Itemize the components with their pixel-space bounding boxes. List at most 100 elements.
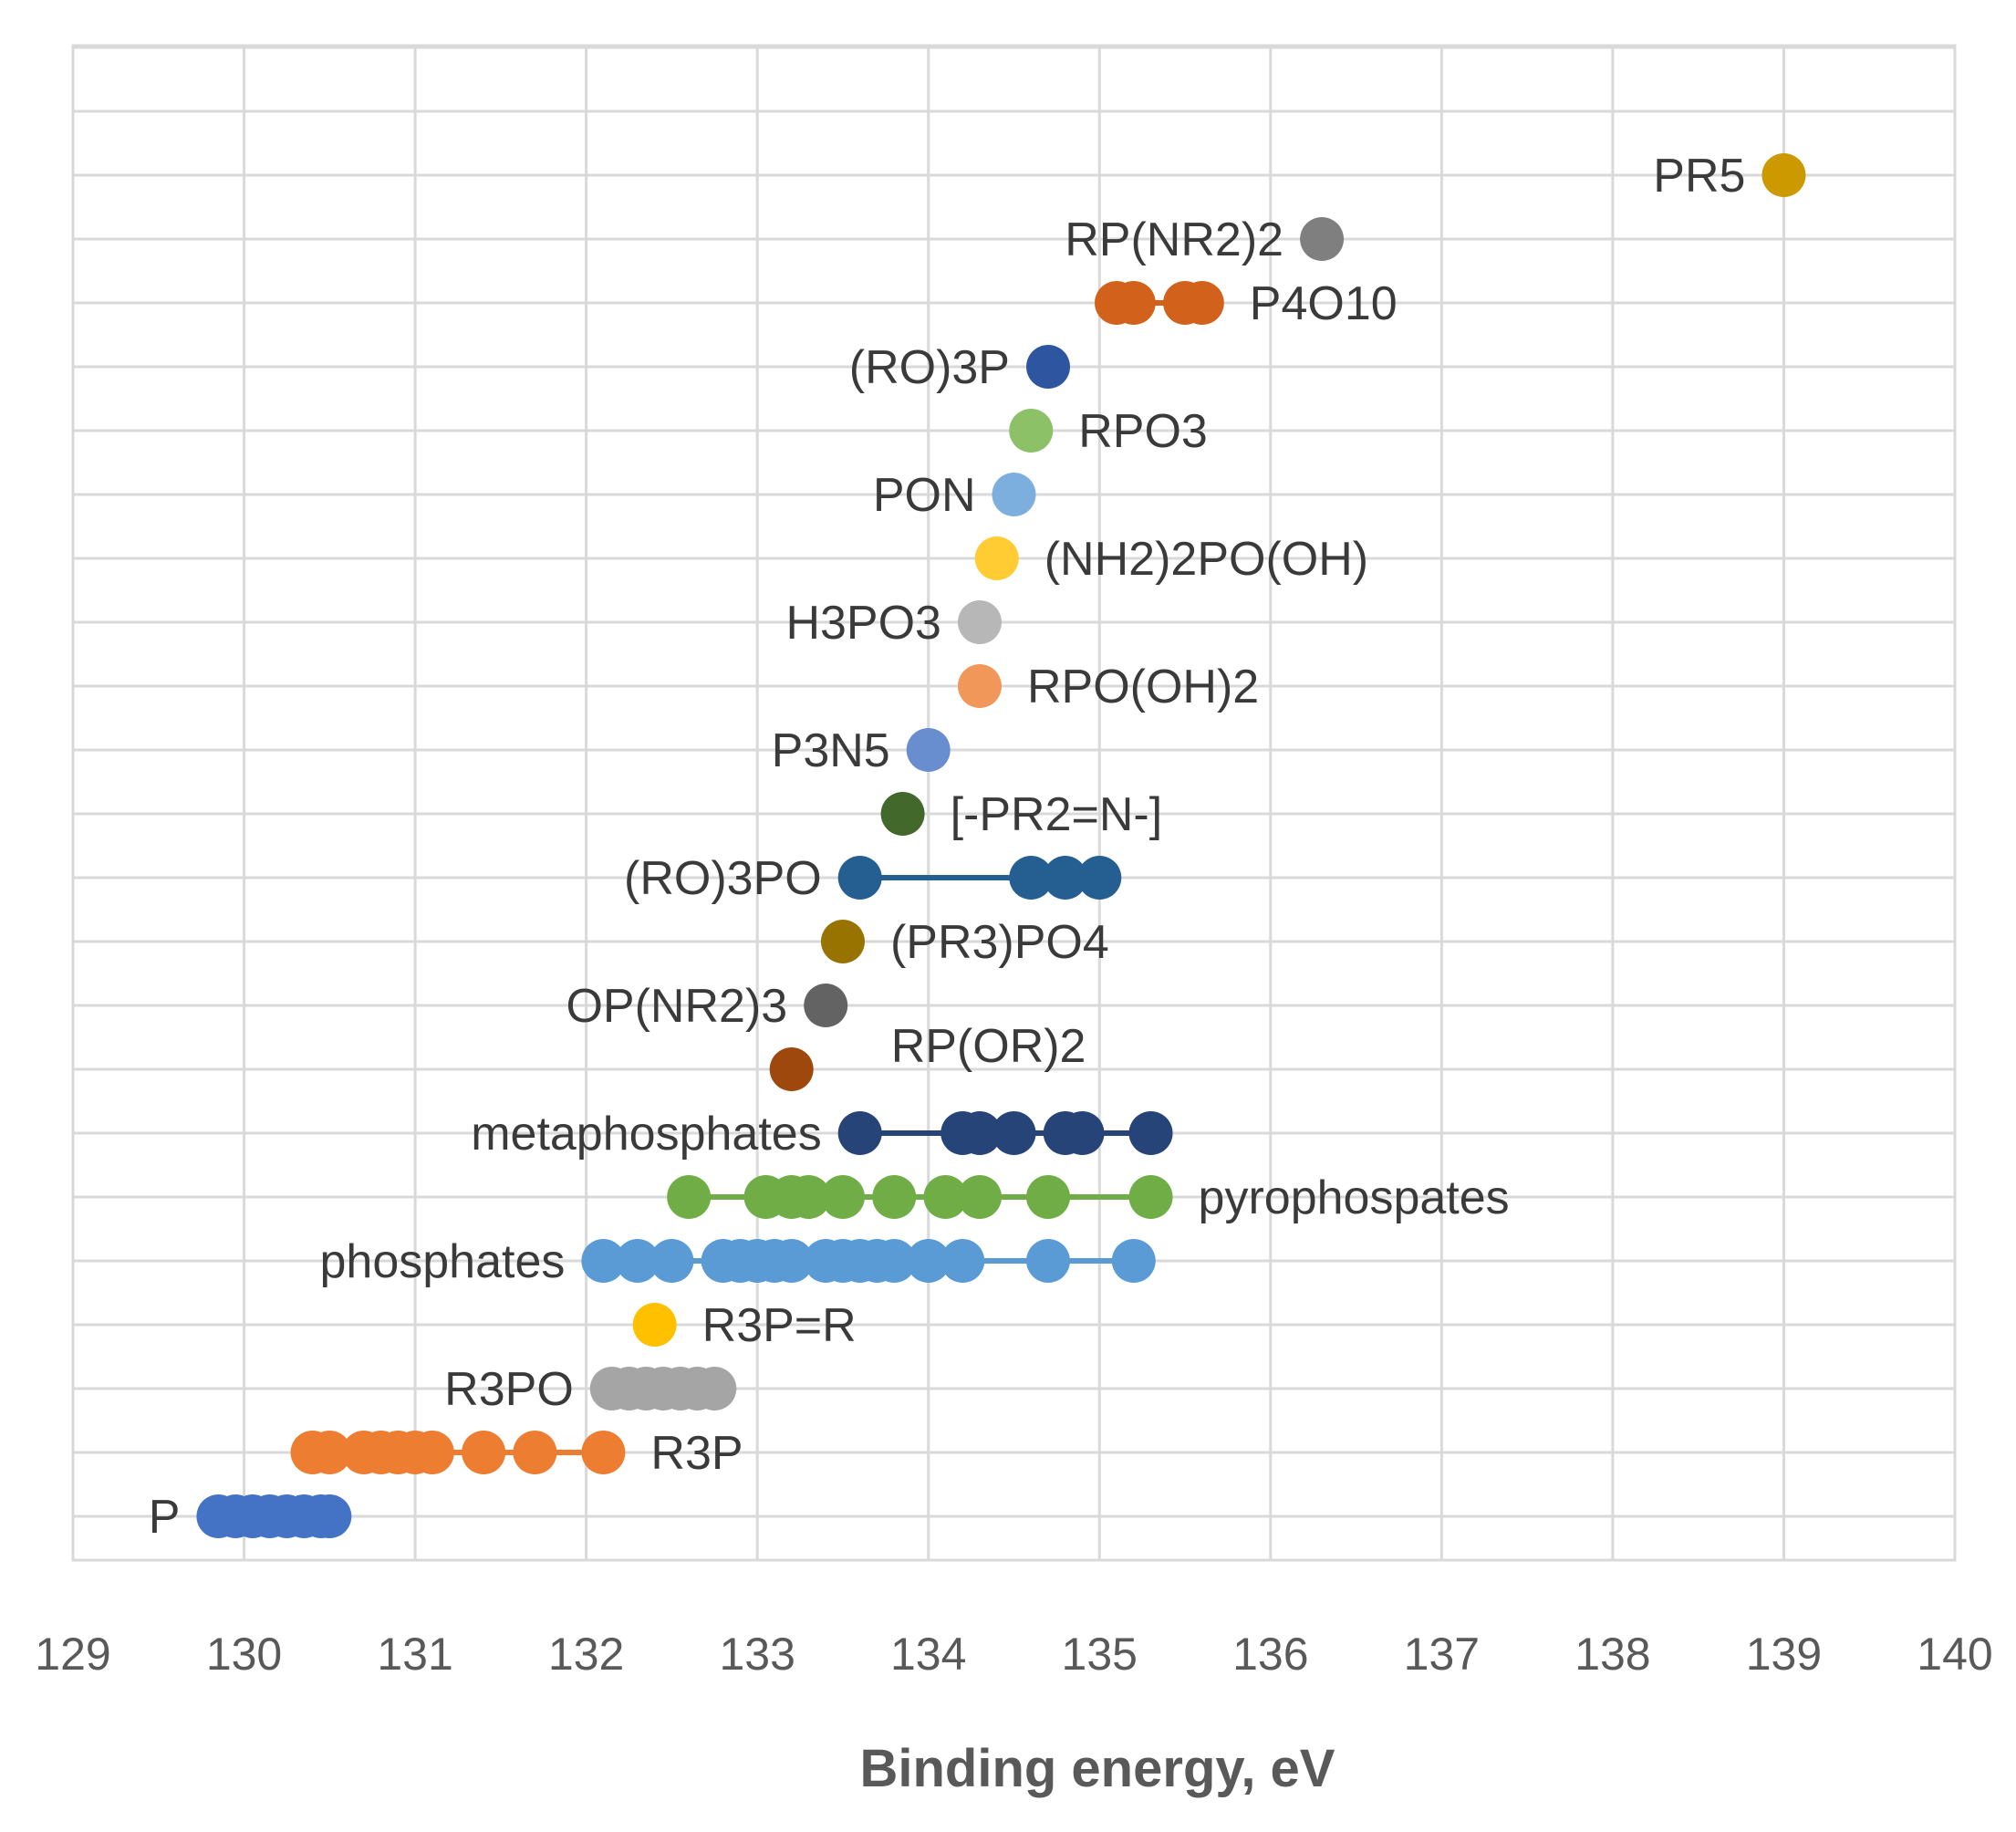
series-ro-3p xyxy=(1026,345,1071,389)
data-point xyxy=(667,1175,712,1219)
data-point xyxy=(1111,281,1156,325)
x-tick-label: 135 xyxy=(1062,1629,1138,1680)
data-point xyxy=(872,1175,917,1219)
series-pr3-po4 xyxy=(820,920,865,963)
x-tick-label: 138 xyxy=(1574,1629,1650,1680)
data-point xyxy=(1128,1175,1173,1219)
series-label: (RO)3P xyxy=(849,341,1010,394)
data-point xyxy=(513,1431,557,1474)
data-point xyxy=(923,1175,968,1219)
x-tick-label: 139 xyxy=(1746,1629,1822,1680)
series-pr5 xyxy=(1761,153,1806,197)
data-point xyxy=(1026,1239,1071,1283)
x-tick-label: 133 xyxy=(719,1629,795,1680)
grid xyxy=(71,44,1957,1562)
series-h3po3 xyxy=(957,600,1002,644)
data-point xyxy=(1761,153,1806,197)
series-label: metaphosphates xyxy=(471,1108,822,1161)
data-point xyxy=(880,792,925,836)
data-point xyxy=(992,473,1036,516)
series-p3n5 xyxy=(906,728,951,772)
data-point xyxy=(1060,1111,1105,1155)
series-label: P xyxy=(149,1491,181,1544)
data-point xyxy=(1026,1175,1071,1219)
data-point xyxy=(769,1047,814,1091)
data-point xyxy=(615,1239,660,1283)
series-label: RP(OR)2 xyxy=(891,1020,1086,1073)
data-point xyxy=(906,728,951,772)
x-tick-label: 137 xyxy=(1404,1629,1480,1680)
series-label: OP(NR2)3 xyxy=(566,980,787,1033)
series-label: [-PR2=N-] xyxy=(951,788,1163,841)
series-label: R3P xyxy=(650,1427,743,1480)
series-p xyxy=(196,1494,352,1538)
data-point xyxy=(581,1431,626,1474)
series-label: RPO3 xyxy=(1078,405,1208,458)
data-point xyxy=(820,1175,865,1219)
data-point xyxy=(837,1111,882,1155)
data-point xyxy=(1043,856,1087,900)
series-pr2-n xyxy=(880,792,925,836)
data-point xyxy=(1009,409,1054,453)
data-point xyxy=(1179,281,1224,325)
data-point xyxy=(1077,856,1122,900)
x-tick-label: 131 xyxy=(377,1629,452,1680)
series-rp-or-2 xyxy=(769,1047,814,1091)
data-point xyxy=(410,1431,454,1474)
data-point xyxy=(804,984,848,1027)
data-point xyxy=(692,1367,737,1410)
data-point xyxy=(974,536,1019,580)
data-point xyxy=(957,664,1002,708)
data-point xyxy=(1111,1239,1156,1283)
series-r3p-r xyxy=(632,1303,677,1347)
series-label: PON xyxy=(873,469,976,522)
series-op-nr2-3 xyxy=(804,984,848,1027)
x-tick-label: 136 xyxy=(1232,1629,1308,1680)
data-point xyxy=(1128,1111,1173,1155)
series-rpo-oh-2 xyxy=(957,664,1002,708)
series-label: R3PO xyxy=(444,1363,574,1416)
series-label: (NH2)2PO(OH) xyxy=(1044,533,1368,586)
data-point xyxy=(1300,217,1345,261)
data-point xyxy=(957,600,1002,644)
data-point xyxy=(1026,345,1071,389)
series-label: RP(NR2)2 xyxy=(1065,213,1283,266)
data-point xyxy=(872,1239,917,1283)
data-point xyxy=(462,1431,506,1474)
data-labels: P R3P R3PO R3P=R phosphates pyrophospates meta… xyxy=(149,150,1746,1544)
x-tick-label: 129 xyxy=(35,1629,110,1680)
series-metaphosphates xyxy=(837,1111,1173,1155)
x-axis: 129 130 131 132 133 134 135 136 137 138 139 140 xyxy=(35,1629,1992,1680)
series-rpo3 xyxy=(1009,409,1054,453)
series-layer xyxy=(196,153,1806,1538)
data-point xyxy=(649,1239,694,1283)
series-label: (RO)3PO xyxy=(624,852,822,905)
data-point xyxy=(307,1431,352,1474)
series-label: H3PO3 xyxy=(785,597,941,650)
data-point xyxy=(786,1175,831,1219)
series-label: P4O10 xyxy=(1250,277,1398,330)
data-point xyxy=(957,1111,1002,1155)
x-axis-title: Binding energy, eV xyxy=(859,1739,1335,1798)
data-point xyxy=(992,1111,1036,1155)
series-label: (PR3)PO4 xyxy=(890,916,1109,969)
series-r3p xyxy=(290,1431,626,1474)
data-point xyxy=(1009,856,1054,900)
series-label: phosphates xyxy=(320,1235,566,1288)
series-nh2-2po-oh xyxy=(974,536,1019,580)
series-label: PR5 xyxy=(1653,150,1745,203)
data-point xyxy=(940,1239,985,1283)
data-point xyxy=(957,1175,1002,1219)
series-label: R3P=R xyxy=(702,1299,857,1352)
x-tick-label: 134 xyxy=(890,1629,966,1680)
series-pyrophospates xyxy=(667,1175,1173,1219)
data-point xyxy=(581,1239,626,1283)
x-tick-label: 132 xyxy=(548,1629,624,1680)
series-label: P3N5 xyxy=(772,724,890,777)
data-point xyxy=(307,1494,352,1538)
data-point xyxy=(837,856,882,900)
x-tick-label: 130 xyxy=(206,1629,282,1680)
data-point xyxy=(820,920,865,963)
